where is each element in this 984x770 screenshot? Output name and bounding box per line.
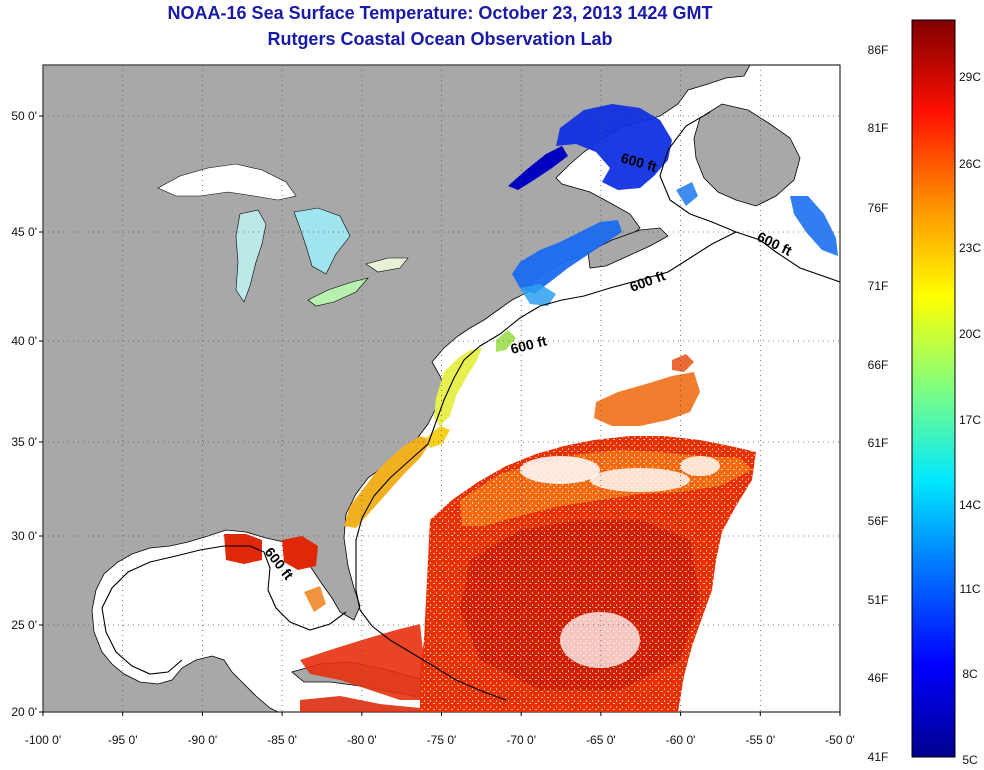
y-tick-label: 50 0' bbox=[11, 109, 37, 123]
sst-nj-ny-coast bbox=[496, 330, 516, 352]
latitude-axis: 50 0' 45 0' 40 0' 35 0' 30 0' 25 0' 20 0' bbox=[11, 109, 43, 719]
x-tick-label: -50 0' bbox=[825, 733, 855, 747]
map-subtitle: Rutgers Coastal Ocean Observation Lab bbox=[267, 29, 613, 49]
sst-newfoundland-east bbox=[790, 196, 838, 256]
colorbar-fahrenheit-scale: 86F 81F 76F 71F 66F 61F 56F 51F 46F 41F bbox=[868, 43, 889, 764]
sst-north-scatter bbox=[672, 354, 694, 372]
sst-northern-fragments bbox=[594, 372, 700, 426]
cloud-gap bbox=[680, 456, 720, 476]
colorbar-c-label: 11C bbox=[959, 582, 980, 596]
y-tick-label: 30 0' bbox=[11, 529, 37, 543]
colorbar-c-label: 29C bbox=[959, 70, 981, 84]
lake-huron bbox=[293, 207, 351, 275]
colorbar-f-label: 66F bbox=[868, 358, 889, 372]
sst-southeast-shelf bbox=[344, 436, 432, 528]
x-tick-label: -75 0' bbox=[427, 733, 457, 747]
sst-gulf-apalachee-patch bbox=[282, 536, 318, 570]
cloud-gap bbox=[520, 456, 600, 484]
colorbar-celsius-scale: 29C 26C 23C 20C 17C 14C 11C 8C 5C bbox=[959, 70, 981, 767]
x-tick-label: -95 0' bbox=[108, 733, 138, 747]
sst-florida-west-fringe bbox=[304, 586, 326, 612]
colorbar-c-label: 23C bbox=[959, 241, 981, 255]
colorbar-f-label: 61F bbox=[868, 436, 889, 450]
x-tick-label: -90 0' bbox=[188, 733, 218, 747]
sst-gulf-st-lawrence bbox=[556, 104, 672, 190]
colorbar-f-label: 81F bbox=[868, 121, 889, 135]
x-tick-label: -65 0' bbox=[586, 733, 616, 747]
map-title: NOAA-16 Sea Surface Temperature: October… bbox=[167, 3, 713, 23]
colorbar bbox=[911, 19, 956, 758]
y-tick-label: 40 0' bbox=[11, 334, 37, 348]
newfoundland-land bbox=[693, 103, 801, 207]
colorbar-c-label: 14C bbox=[959, 498, 981, 512]
sst-st-lawrence-estuary bbox=[508, 146, 568, 190]
sst-hatteras bbox=[426, 426, 450, 448]
sst-gulf-ne-patch bbox=[224, 534, 262, 564]
x-tick-label: -70 0' bbox=[506, 733, 536, 747]
sst-cabot-strait bbox=[676, 182, 698, 206]
x-tick-label: -80 0' bbox=[347, 733, 377, 747]
colorbar-f-label: 56F bbox=[868, 514, 889, 528]
cloud-gap bbox=[590, 468, 690, 492]
y-tick-label: 20 0' bbox=[11, 705, 37, 719]
cloud-speckle-overlay bbox=[420, 436, 756, 712]
colorbar-f-label: 51F bbox=[868, 593, 889, 607]
y-tick-label: 35 0' bbox=[11, 435, 37, 449]
colorbar-c-label: 5C bbox=[962, 753, 978, 767]
x-tick-label: -55 0' bbox=[745, 733, 775, 747]
x-tick-label: -100 0' bbox=[25, 733, 61, 747]
colorbar-c-label: 26C bbox=[959, 157, 981, 171]
colorbar-c-label: 17C bbox=[959, 413, 981, 427]
cloud-gap bbox=[560, 612, 640, 668]
colorbar-f-label: 41F bbox=[868, 750, 889, 764]
y-tick-label: 45 0' bbox=[11, 225, 37, 239]
x-tick-label: -85 0' bbox=[267, 733, 297, 747]
isobath-600ft bbox=[101, 111, 840, 701]
x-tick-label: -60 0' bbox=[666, 733, 696, 747]
colorbar-f-label: 86F bbox=[868, 43, 889, 57]
colorbar-f-label: 46F bbox=[868, 671, 889, 685]
north-america-land bbox=[43, 65, 751, 712]
colorbar-f-label: 76F bbox=[868, 201, 889, 215]
colorbar-c-label: 8C bbox=[962, 667, 978, 681]
sst-gulf-of-maine bbox=[512, 220, 622, 294]
lake-michigan bbox=[235, 209, 267, 303]
sst-caribbean-north bbox=[300, 696, 420, 712]
sst-georges-bank bbox=[520, 284, 556, 306]
longitude-axis: -100 0' -95 0' -90 0' -85 0' -80 0' -75 0' -70… bbox=[25, 712, 855, 747]
colorbar-c-label: 20C bbox=[959, 327, 981, 341]
nova-scotia-land bbox=[587, 227, 669, 269]
colorbar-f-label: 71F bbox=[868, 279, 889, 293]
lake-superior bbox=[157, 163, 297, 201]
sst-mid-atlantic-coast bbox=[434, 348, 482, 426]
y-tick-label: 25 0' bbox=[11, 618, 37, 632]
lake-ontario bbox=[365, 257, 409, 273]
sst-florida-straits bbox=[300, 624, 424, 700]
